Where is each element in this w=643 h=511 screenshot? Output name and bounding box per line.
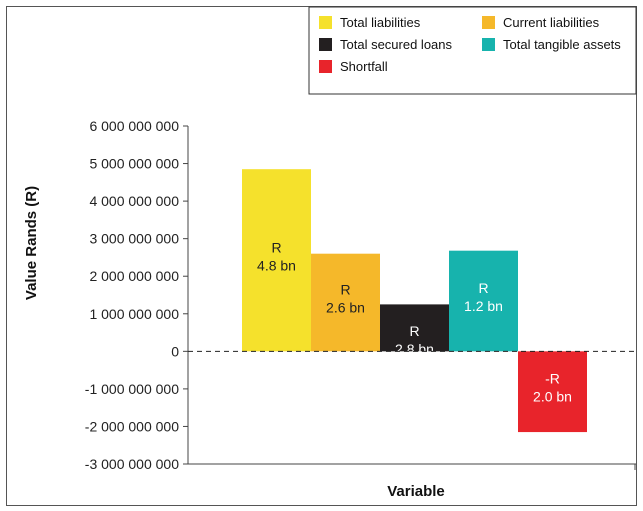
bar-label-value: 4.8 bn	[257, 257, 296, 273]
y-axis-title: Value Rands (R)	[23, 186, 40, 300]
y-tick-label: 2 000 000 000	[89, 268, 179, 284]
bars-group	[242, 169, 587, 433]
legend-entry: Shortfall	[340, 59, 388, 74]
y-tick-label: 4 000 000 000	[89, 193, 179, 209]
bar-label-value: 2.8 bn	[395, 341, 434, 357]
legend-swatch	[319, 60, 332, 73]
bar-label-currency: -R	[545, 371, 560, 387]
x-axis-title: Variable	[387, 483, 445, 500]
bar-label-currency: R	[340, 282, 350, 298]
bar	[242, 169, 311, 352]
bar	[380, 304, 449, 352]
chart-frame: 6 000 000 000 5 000 000 000 4 000 000 000 3…	[6, 6, 637, 506]
bar-chart: 6 000 000 000 5 000 000 000 4 000 000 000 3…	[6, 6, 637, 506]
y-tick-label: -3 000 000 000	[85, 456, 179, 472]
legend-swatch	[319, 16, 332, 29]
legend-box	[308, 6, 637, 95]
legend-entry: Total secured loans	[340, 37, 453, 52]
bar-label-value: 2.6 bn	[326, 300, 365, 316]
legend-entry: Total tangible assets	[503, 37, 621, 52]
bar	[449, 250, 518, 352]
bar-label-currency: R	[478, 280, 488, 296]
legend-swatch	[319, 38, 332, 51]
bar-label-currency: R	[271, 239, 281, 255]
y-tick-label: 6 000 000 000	[89, 118, 179, 134]
bar-label-value: 2.0 bn	[533, 389, 572, 405]
bar-label-currency: R	[409, 323, 419, 339]
legend-entry: Current liabilities	[503, 15, 600, 30]
y-tick-label: 0	[171, 343, 179, 359]
bar	[518, 351, 587, 433]
y-tick-label: 3 000 000 000	[89, 231, 179, 247]
y-tick-label: 1 000 000 000	[89, 306, 179, 322]
legend-entry: Total liabilities	[340, 15, 421, 30]
legend: Total liabilities Current liabilities Tota…	[308, 6, 637, 95]
legend-swatch	[482, 38, 495, 51]
y-tick-label: -2 000 000 000	[85, 418, 179, 434]
legend-swatch	[482, 16, 495, 29]
axes-group: 6 000 000 000 5 000 000 000 4 000 000 000 3…	[85, 118, 636, 472]
y-tick-label: -1 000 000 000	[85, 381, 179, 397]
bar-labels-group: R 4.8 bn R 2.6 bn R 2.8 bn R 1.2 bn -R 2.0 bn	[188, 239, 634, 405]
bar-label-value: 1.2 bn	[464, 298, 503, 314]
y-tick-label: 5 000 000 000	[89, 156, 179, 172]
bar	[311, 253, 380, 352]
